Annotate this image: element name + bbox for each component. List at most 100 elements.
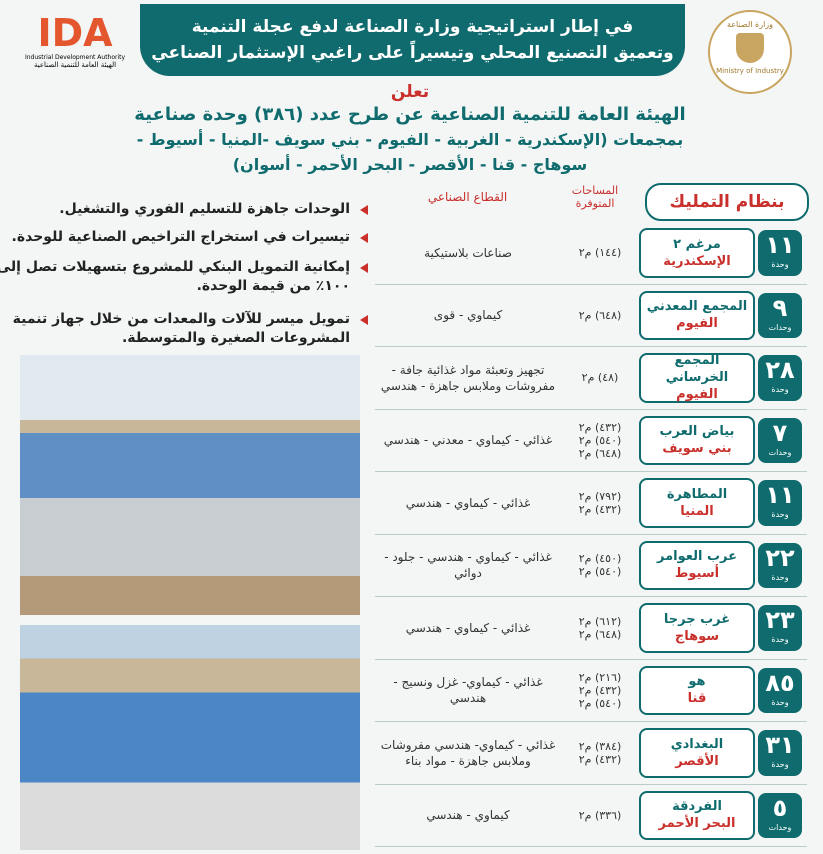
unit-count-box: ٢٢ وحدة <box>758 542 802 588</box>
aerial-photo <box>20 625 360 850</box>
unit-count-box: ١١ وحدة <box>758 230 802 276</box>
unit-count-box: ٧ وحدات <box>758 417 802 463</box>
ministry-english: Ministry of Industry <box>716 67 784 75</box>
site-name: المجمع الخرساني <box>665 353 729 386</box>
site-box: بياض العرب بني سويف <box>639 415 755 465</box>
area-value: (٤٣٢) م٢ <box>578 683 622 697</box>
area-value: (٦٤٨) م٢ <box>578 446 622 460</box>
areas-cell: (٧٩٢) م٢ (٤٣٢) م٢ <box>565 472 635 534</box>
governorate: الفيوم <box>676 316 718 332</box>
area-value: (٧٩٢) م٢ <box>578 489 622 503</box>
area-value: (٤٥٠) م٢ <box>578 552 622 566</box>
area-value: (٣٨٤) م٢ <box>578 739 622 753</box>
unit-count: ١١ <box>765 481 795 509</box>
area-value: (٤٣٢) م٢ <box>578 502 622 516</box>
banner-line: وتعميق التصنيع المحلي وتيسيراً على راغبي… <box>151 43 674 63</box>
site-box: مرغم ٢ الإسكندرية <box>639 228 755 278</box>
table-row: ٩ وحدات المجمع المعدني الفيوم (٦٤٨) م٢ كيماوي… <box>375 285 807 347</box>
feature-item: الوحدات جاهزة للتسليم الفوري والتشغيل. <box>0 200 368 219</box>
sector-cell: غذائي - كيماوي - هندسي <box>405 620 531 635</box>
table-row: ٢٢ وحدة عرب العوامر أسيوط (٤٥٠) م٢ (٥٤٠) م٢ غذ… <box>375 535 807 597</box>
unit-count-box: ٥ وحدات <box>758 792 802 838</box>
site-name: المجمع المعدني <box>646 299 748 315</box>
areas-cell: (٣٣٦) م٢ <box>565 785 635 847</box>
areas-cell: (٦٤٨) م٢ <box>565 285 635 347</box>
area-value: (٣٣٦) م٢ <box>578 808 622 822</box>
unit-label: وحدة <box>771 572 789 582</box>
sector-cell: غذائي - كيماوي- هندسي مفروشات وملابس جاه… <box>380 737 556 768</box>
governorate: الأقصر <box>675 753 719 769</box>
site-box: الفردقة البحر الأحمر <box>639 790 755 840</box>
governorate: سوهاج <box>674 628 720 644</box>
site-name: مرغم ٢ <box>673 236 721 252</box>
site-box: عرب العوامر أسيوط <box>639 540 755 590</box>
sector-cell: غذائي - كيماوي - هندسي - جلود - دوائي <box>384 550 552 581</box>
headline: سوهاج - قنا - الأقصر - البحر الأحمر - أس… <box>232 155 588 174</box>
site-name: هو <box>688 674 706 690</box>
sector-cell: تجهيز وتعبئة مواد غذائية جافة - مفروشات … <box>380 362 556 393</box>
area-value: (٥٤٠) م٢ <box>578 696 622 710</box>
unit-label: وحدة <box>771 635 789 644</box>
table-row: ١١ وحدة مرغم ٢ الإسكندرية (١٤٤) م٢ صناعات بلا… <box>375 222 807 285</box>
unit-label: وحدة <box>771 760 789 769</box>
site-name: الفردقة <box>672 799 722 815</box>
unit-count: ٧ <box>772 418 788 447</box>
table-row: ٣١ وحدة البغدادي الأقصر (٣٨٤) م٢ (٤٣٢) م٢ غذائ… <box>375 722 807 785</box>
area-value: (٦١٢) م٢ <box>578 614 622 628</box>
site-box: البغدادي الأقصر <box>639 728 755 778</box>
areas-cell: (٦١٢) م٢ (٦٤٨) م٢ <box>565 597 635 659</box>
eagle-icon <box>736 33 764 63</box>
site-name: عرب العوامر <box>657 549 737 565</box>
unit-count-box: ٢٨ وحدة <box>758 355 802 401</box>
feature-item: تمويل ميسر للآلات والمعدات من خلال جهاز … <box>0 310 368 348</box>
site-name: بياض العرب <box>659 424 735 440</box>
areas-cell: (٢١٦) م٢ (٤٣٢) م٢ (٥٤٠) م٢ <box>565 660 635 722</box>
unit-count: ١١ <box>765 231 795 259</box>
area-value: (٢١٦) م٢ <box>578 670 622 684</box>
table-row: ١١ وحدة المطاهرة المنيا (٧٩٢) م٢ (٤٣٢) م٢ غذائ… <box>375 472 807 535</box>
banner: في إطار استراتيجية وزارة الصناعة لدفع عج… <box>140 4 685 76</box>
areas-cell: (٤٣٢) م٢ (٥٤٠) م٢ (٦٤٨) م٢ <box>565 410 635 472</box>
unit-count: ٢٣ <box>765 606 795 634</box>
areas-header: المساحات المتوفرة <box>571 184 619 210</box>
areas-cell: (١٤٤) م٢ <box>565 222 635 284</box>
unit-count: ٥ <box>772 793 788 822</box>
table-row: ٢٨ وحدة المجمع الخرساني الفيوم (٤٨) م٢ تجهيز … <box>375 347 807 410</box>
site-box: المطاهرة المنيا <box>639 478 755 528</box>
area-value: (٤٣٢) م٢ <box>578 752 622 766</box>
unit-count-box: ٩ وحدات <box>758 292 802 338</box>
unit-count-box: ٢٣ وحدة <box>758 605 802 651</box>
governorate: البحر الأحمر <box>658 816 736 832</box>
governorate: الإسكندرية <box>663 253 731 269</box>
site-name: المطاهرة <box>666 486 728 502</box>
sector-cell: صناعات بلاستيكية <box>424 245 512 260</box>
governorate: الفيوم <box>676 387 718 403</box>
unit-label: وحدات <box>768 822 792 832</box>
unit-label: وحدة <box>771 697 789 707</box>
unit-count: ٩ <box>772 293 788 322</box>
unit-count-box: ٣١ وحدة <box>758 730 802 776</box>
unit-label: وحدات <box>768 447 792 457</box>
areas-cell: (٤٨) م٢ <box>565 347 635 409</box>
area-value: (١٤٤) م٢ <box>578 246 622 260</box>
ida-logo: IDA Industrial Development Authority اله… <box>15 12 135 69</box>
governorate: قنا <box>687 691 707 707</box>
banner-line: في إطار استراتيجية وزارة الصناعة لدفع عج… <box>191 17 634 37</box>
table-row: ٥ وحدات الفردقة البحر الأحمر (٣٣٦) م٢ كيماوي … <box>375 785 807 847</box>
site-box: المجمع الخرساني الفيوم <box>639 353 755 403</box>
unit-count: ٣١ <box>765 731 795 759</box>
unit-count: ٨٥ <box>765 668 795 697</box>
table-row: ٢٣ وحدة غرب جرجا سوهاج (٦١٢) م٢ (٦٤٨) م٢ غذائي… <box>375 597 807 660</box>
site-name: غرب جرجا <box>663 611 731 627</box>
unit-count: ٢٢ <box>765 543 795 572</box>
ministry-logo: وزارة الصناعة Ministry of Industry <box>708 10 792 94</box>
area-value: (٤٣٢) م٢ <box>578 420 622 434</box>
area-value: (٥٤٠) م٢ <box>578 565 622 579</box>
area-value: (٤٨) م٢ <box>581 371 619 385</box>
governorate: بني سويف <box>662 441 732 457</box>
unit-count-box: ٨٥ وحدة <box>758 667 802 713</box>
unit-label: وحدة <box>771 260 789 269</box>
unit-label: وحدات <box>768 322 792 332</box>
announce-verb: تعلن <box>390 82 430 102</box>
ministry-arabic: وزارة الصناعة <box>726 20 774 29</box>
